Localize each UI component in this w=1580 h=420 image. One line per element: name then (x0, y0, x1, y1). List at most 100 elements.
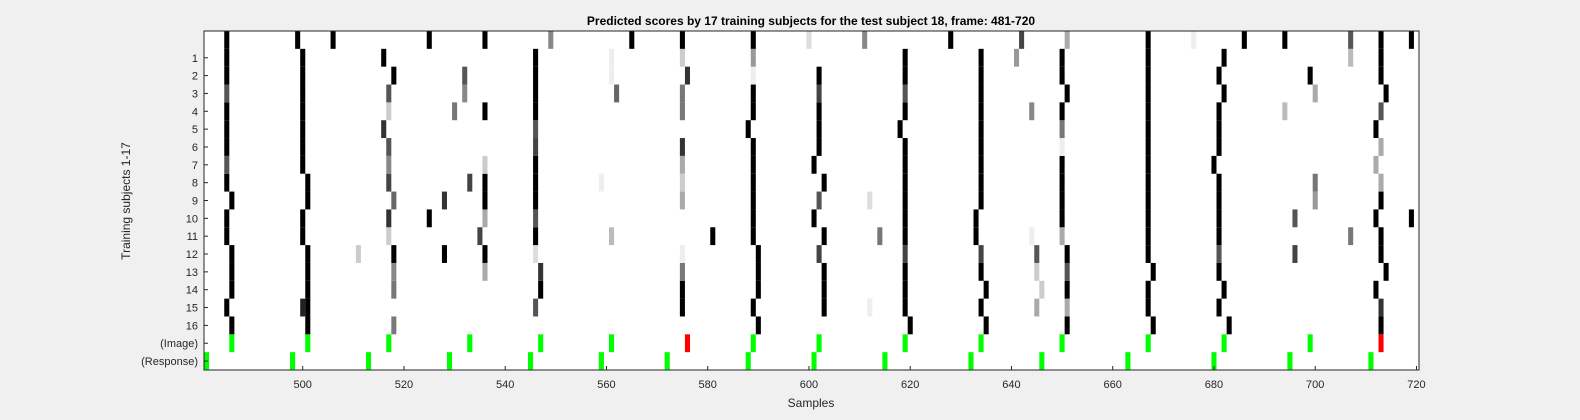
heatmap-cell (224, 138, 230, 156)
heatmap-cell (1378, 102, 1384, 121)
y-tick-label: 14 (186, 285, 198, 297)
heatmap-cell (482, 155, 488, 174)
heatmap-cell (290, 352, 296, 370)
heatmap-cell (229, 245, 235, 263)
heatmap-cell (1378, 316, 1384, 335)
heatmap-cell (1216, 120, 1222, 139)
heatmap-cell (1373, 280, 1379, 299)
heatmap-cell (441, 245, 447, 263)
heatmap-cell (1216, 245, 1222, 263)
heatmap-cell (1378, 138, 1384, 156)
heatmap-cell (426, 209, 432, 228)
y-tick-label: 12 (186, 249, 198, 261)
y-tick-label: 3 (192, 88, 198, 100)
heatmap-cell (811, 352, 817, 370)
heatmap-cell (750, 84, 756, 103)
heatmap-cell (877, 227, 883, 246)
heatmap-cell (1378, 334, 1384, 353)
heatmap-cell (1383, 262, 1389, 281)
heatmap-cell (1221, 280, 1227, 299)
heatmap-cell (366, 352, 372, 370)
heatmap-cell (467, 334, 473, 353)
heatmap-cell (426, 31, 432, 49)
heatmap-cell (391, 191, 397, 210)
chart-title: Predicted scores by 17 training subjects… (587, 14, 1035, 28)
heatmap-cell (1378, 191, 1384, 210)
heatmap-cell (750, 191, 756, 210)
heatmap-cell (1059, 155, 1065, 174)
heatmap-cell (305, 298, 311, 317)
x-tick-label: 540 (496, 379, 514, 391)
heatmap-cell (1145, 298, 1151, 317)
heatmap-cell (300, 66, 306, 85)
heatmap-cell (1408, 31, 1414, 49)
heatmap-cell (1378, 48, 1384, 67)
heatmap-cell (533, 191, 539, 210)
heatmap-cell (391, 245, 397, 263)
heatmap-cell (224, 173, 230, 192)
heatmap-cell (745, 120, 751, 139)
heatmap-cell (295, 31, 301, 49)
heatmap-cell (821, 262, 827, 281)
heatmap-cell (1145, 66, 1151, 85)
heatmap-cell (978, 120, 984, 139)
heatmap-cell (447, 352, 453, 370)
heatmap-cell (381, 120, 387, 139)
heatmap-cell (1312, 173, 1318, 192)
heatmap-cell (978, 173, 984, 192)
heatmap-cell (679, 48, 685, 67)
heatmap-cell (811, 155, 817, 174)
heatmap-cell (1059, 138, 1065, 156)
x-tick-label: 580 (699, 379, 717, 391)
heatmap-cell (811, 209, 817, 228)
heatmap-cell (1019, 31, 1025, 49)
heatmap-cell (1145, 173, 1151, 192)
heatmap-cell (229, 316, 235, 335)
y-tick-label: (Image) (160, 338, 198, 350)
heatmap-cell (1059, 102, 1065, 121)
plot-frame (203, 30, 1420, 371)
heatmap-cell (386, 173, 392, 192)
heatmap-cell (300, 138, 306, 156)
heatmap-cell (902, 298, 908, 317)
y-tick-label: 10 (186, 213, 198, 225)
heatmap-cell (629, 31, 635, 49)
heatmap-cell (902, 334, 908, 353)
y-tick-label: 11 (187, 231, 198, 243)
heatmap-cell (750, 334, 756, 353)
heatmap-cell (381, 48, 387, 67)
heatmap-cell (305, 173, 311, 192)
heatmap-cell (973, 227, 979, 246)
heatmap-cell (533, 209, 539, 228)
heatmap-cell (609, 66, 615, 85)
heatmap-cell (1216, 102, 1222, 121)
heatmap-cell (224, 227, 230, 246)
y-tick-labels: (Response) (Image) 16 15 14 13 12 11 10 9 8 7 6 5 4 3 2 1 (141, 53, 208, 368)
heatmap-cell (1216, 191, 1222, 210)
heatmap-cell (821, 227, 827, 246)
heatmap-cell (968, 352, 974, 370)
heatmap-cell (1216, 173, 1222, 192)
heatmap-cell (948, 31, 954, 49)
heatmap-cell (224, 66, 230, 85)
heatmap-cell (679, 245, 685, 263)
heatmap-cell (1145, 48, 1151, 67)
heatmap-cell (1034, 298, 1040, 317)
heatmap-cell (609, 48, 615, 67)
heatmap-cell (755, 316, 761, 335)
heatmap-cell (614, 84, 620, 103)
heatmap-cell (391, 280, 397, 299)
x-tick-label: 700 (1306, 379, 1324, 391)
heatmap-cell (679, 191, 685, 210)
heatmap-cell (305, 280, 311, 299)
heatmap-cell (482, 262, 488, 281)
x-tick-label: 720 (1407, 379, 1425, 391)
heatmap-cell (1216, 298, 1222, 317)
heatmap-cell (978, 155, 984, 174)
heatmap-cell (1383, 84, 1389, 103)
heatmap-cell (664, 352, 670, 370)
heatmap-cell (821, 173, 827, 192)
heatmap-cell (1150, 262, 1156, 281)
heatmap-cell (882, 352, 888, 370)
